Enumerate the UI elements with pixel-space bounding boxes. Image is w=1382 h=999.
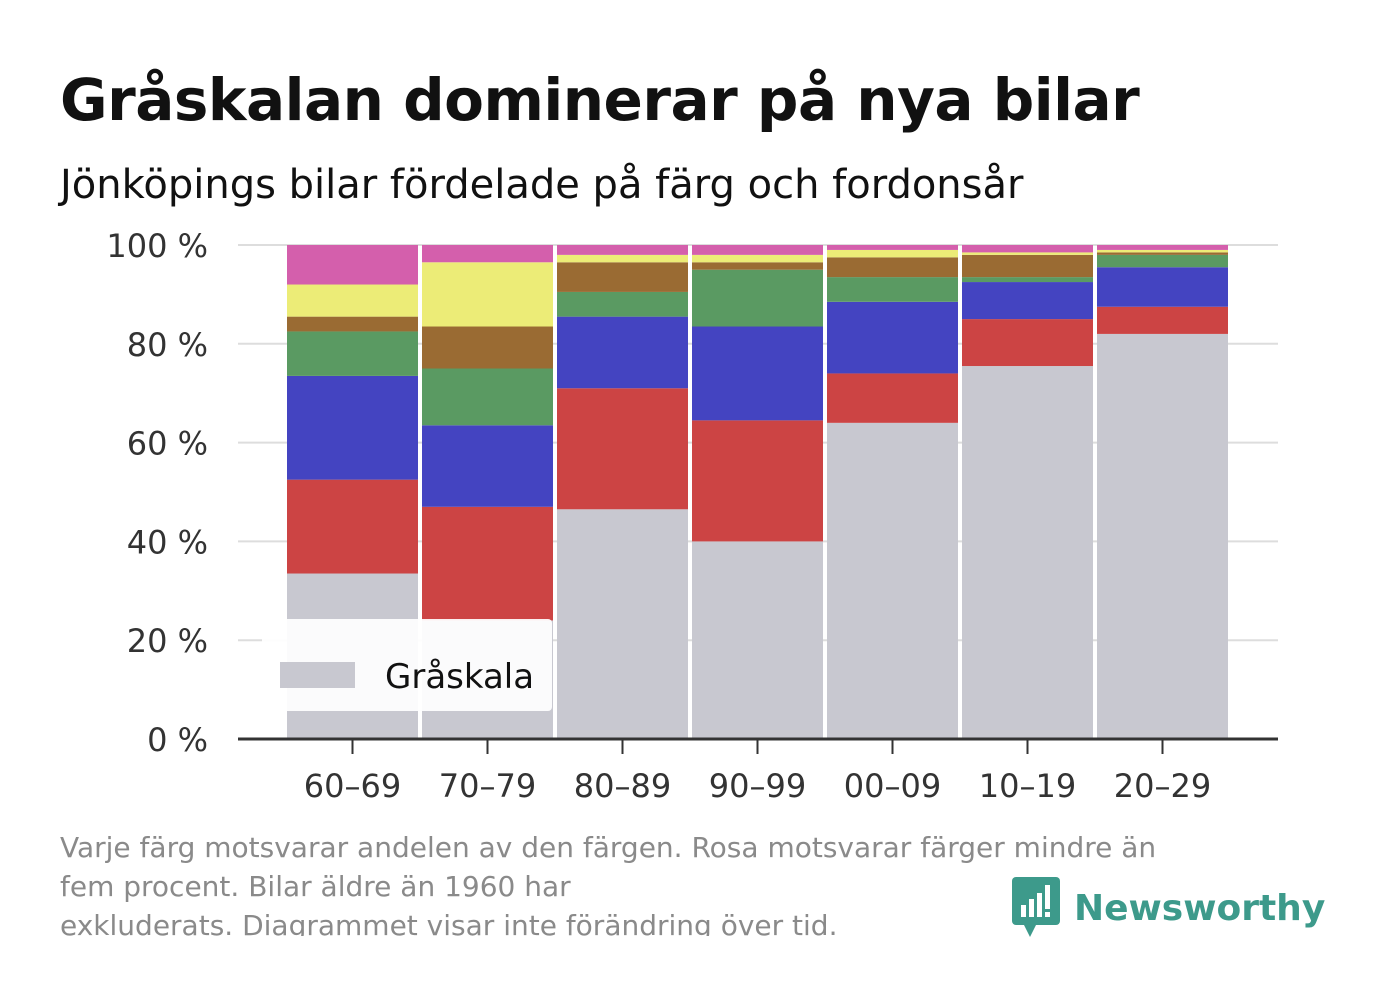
bar-segment — [962, 245, 1093, 253]
brand-name: Newsworthy — [1074, 887, 1326, 929]
bar-segment — [962, 366, 1093, 739]
x-tick-label: 10–19 — [979, 767, 1076, 805]
bar-segment — [692, 254, 823, 263]
bar-segment — [1097, 254, 1228, 268]
bar-segment — [287, 284, 418, 317]
bar-segment — [1097, 306, 1228, 334]
bar-segment — [827, 373, 958, 423]
bar-segment — [962, 319, 1093, 367]
bar-segment — [1097, 252, 1228, 255]
newsworthy-logo-icon — [1012, 877, 1060, 937]
bar-segment — [422, 506, 553, 621]
bar-segment — [422, 425, 553, 507]
x-tick-label: 00–09 — [844, 767, 941, 805]
y-tick-label: 60 % — [127, 425, 208, 463]
bar-segment — [557, 316, 688, 389]
bar-segment — [557, 245, 688, 255]
y-tick-label: 80 % — [127, 326, 208, 364]
bar-segment — [827, 249, 958, 258]
bar-segment — [692, 262, 823, 270]
footnote-line: Varje färg motsvarar andelen av den färg… — [60, 831, 1157, 864]
bar-segment — [557, 262, 688, 292]
x-tick-label: 70–79 — [439, 767, 536, 805]
legend-label: Gråskala — [385, 657, 534, 697]
bar-segment — [1097, 249, 1228, 253]
footnote-line: exkluderats. Diagrammet visar inte förän… — [60, 909, 838, 936]
legend: Gråskala — [262, 619, 552, 711]
bar-segment — [827, 422, 958, 739]
bar-segment — [1097, 333, 1228, 739]
bar-segment — [422, 326, 553, 369]
y-tick-label: 0 % — [147, 721, 208, 759]
bar-segment — [557, 509, 688, 739]
bar-segment — [287, 245, 418, 285]
bar-segment — [287, 316, 418, 332]
bar-segment — [962, 252, 1093, 255]
bar-segment — [692, 245, 823, 255]
bar-segment — [962, 277, 1093, 283]
bar-segment — [827, 245, 958, 250]
bar-segment — [1097, 245, 1228, 250]
bar-segment — [692, 541, 823, 739]
bar-segment — [557, 291, 688, 317]
bar-segment — [692, 420, 823, 542]
chart-title: Gråskalan dominerar på nya bilar — [60, 66, 1140, 134]
bar-segment — [962, 282, 1093, 320]
footnote-line: fem procent. Bilar äldre än 1960 har — [60, 870, 571, 903]
y-tick-label: 100 % — [106, 227, 208, 265]
chart-subtitle: Jönköpings bilar fördelade på färg och f… — [60, 162, 1024, 208]
bar-segment — [692, 269, 823, 327]
bar-segment — [827, 257, 958, 278]
brand-logo: Newsworthy — [1010, 874, 1325, 942]
bar-segment — [692, 326, 823, 421]
bar-segment — [287, 479, 418, 574]
x-tick-label: 60–69 — [304, 767, 401, 805]
y-tick-label: 40 % — [127, 523, 208, 561]
bar-segment — [557, 254, 688, 263]
legend-swatch — [280, 662, 355, 688]
y-tick-label: 20 % — [127, 622, 208, 660]
bar-segment — [827, 301, 958, 374]
x-tick-label: 90–99 — [709, 767, 806, 805]
bar-segment — [422, 262, 553, 327]
bar-segment — [827, 277, 958, 302]
bar-segment — [422, 368, 553, 426]
bar-segment — [287, 375, 418, 480]
bar-segment — [557, 388, 688, 510]
x-tick-label: 80–89 — [574, 767, 671, 805]
x-tick-label: 20–29 — [1114, 767, 1211, 805]
bar-segment — [1097, 267, 1228, 307]
footnote: Varje färg motsvarar andelen av den färg… — [60, 828, 1310, 936]
bar-segment — [287, 331, 418, 376]
bar-segment — [422, 245, 553, 263]
bar-segment — [962, 254, 1093, 278]
